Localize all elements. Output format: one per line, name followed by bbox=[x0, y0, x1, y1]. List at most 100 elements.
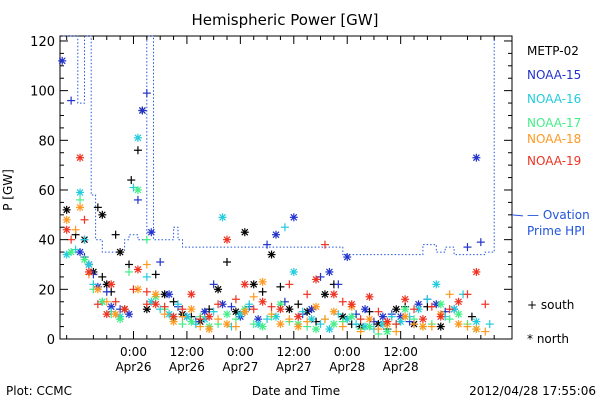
data-point-noaa-17 bbox=[133, 185, 142, 194]
data-point-noaa-18 bbox=[62, 215, 71, 224]
data-point-noaa-18 bbox=[151, 290, 160, 299]
data-point-noaa-19 bbox=[111, 297, 120, 306]
data-point-noaa-18 bbox=[187, 305, 196, 314]
data-point-noaa-16 bbox=[387, 312, 396, 321]
data-point-noaa-19 bbox=[347, 300, 356, 309]
data-point-noaa-19 bbox=[320, 240, 329, 249]
data-point-noaa-18 bbox=[463, 322, 472, 331]
legend-entry-noaa-17: NOAA-17 bbox=[527, 116, 581, 130]
data-point-noaa-19 bbox=[276, 305, 285, 314]
data-point-noaa-19 bbox=[472, 267, 481, 276]
data-point-noaa-19 bbox=[178, 305, 187, 314]
data-point-noaa-18 bbox=[329, 307, 338, 316]
data-point-noaa-16 bbox=[289, 267, 298, 276]
data-point-noaa-17 bbox=[329, 320, 338, 329]
data-point-metp-02 bbox=[240, 228, 249, 237]
data-point-noaa-19 bbox=[196, 315, 205, 324]
data-point-noaa-15 bbox=[67, 96, 76, 105]
data-point-noaa-18 bbox=[294, 322, 303, 331]
x-tick-label-time: 12:00 bbox=[276, 345, 311, 359]
y-axis-label: P [GW] bbox=[1, 169, 15, 211]
data-point-noaa-19 bbox=[107, 280, 116, 289]
data-point-noaa-16 bbox=[218, 213, 227, 222]
data-point-noaa-19 bbox=[133, 265, 142, 274]
data-point-noaa-17 bbox=[98, 297, 107, 306]
data-point-noaa-19 bbox=[80, 215, 89, 224]
data-point-noaa-19 bbox=[481, 300, 490, 309]
data-point-noaa-16 bbox=[76, 188, 85, 197]
data-point-noaa-17 bbox=[67, 248, 76, 257]
data-point-noaa-19 bbox=[142, 300, 151, 309]
data-point-noaa-15 bbox=[463, 243, 472, 252]
data-point-metp-02 bbox=[214, 285, 223, 294]
data-point-metp-02 bbox=[98, 210, 107, 219]
data-point-noaa-18 bbox=[374, 325, 383, 334]
data-point-noaa-15 bbox=[58, 56, 67, 65]
data-point-noaa-18 bbox=[418, 322, 427, 331]
data-point-noaa-18 bbox=[472, 325, 481, 334]
data-point-noaa-19 bbox=[258, 297, 267, 306]
data-point-noaa-18 bbox=[258, 277, 267, 286]
data-point-noaa-16 bbox=[298, 307, 307, 316]
legend-ovation-label-1: — Ovation bbox=[527, 208, 590, 222]
data-point-noaa-17 bbox=[178, 320, 187, 329]
x-tick-label-date: Apr26 bbox=[115, 360, 151, 374]
data-point-noaa-17 bbox=[454, 310, 463, 319]
data-point-noaa-17 bbox=[125, 267, 134, 276]
data-point-noaa-15 bbox=[334, 280, 343, 289]
data-point-noaa-15 bbox=[138, 106, 147, 115]
data-point-noaa-19 bbox=[401, 295, 410, 304]
x-tick-label-date: Apr27 bbox=[276, 360, 312, 374]
data-point-noaa-18 bbox=[93, 285, 102, 294]
data-point-noaa-19 bbox=[338, 297, 347, 306]
data-point-noaa-19 bbox=[187, 290, 196, 299]
data-point-noaa-18 bbox=[71, 225, 80, 234]
legend-entry-noaa-18: NOAA-18 bbox=[527, 132, 581, 146]
data-point-noaa-15 bbox=[147, 228, 156, 237]
data-point-noaa-16 bbox=[307, 315, 316, 324]
data-point-noaa-18 bbox=[445, 290, 454, 299]
data-point-noaa-19 bbox=[169, 312, 178, 321]
y-tick-label: 120 bbox=[30, 35, 55, 50]
x-axis-label: Date and Time bbox=[252, 384, 340, 398]
data-point-noaa-19 bbox=[205, 312, 214, 321]
data-point-metp-02 bbox=[125, 260, 134, 269]
y-tick-label: 20 bbox=[38, 283, 55, 298]
legend-ovation-label-2: Prime HPI bbox=[527, 224, 585, 238]
y-tick-label: 100 bbox=[30, 85, 55, 100]
plot-frame bbox=[59, 35, 513, 340]
data-point-noaa-19 bbox=[427, 302, 436, 311]
data-point-noaa-17 bbox=[436, 300, 445, 309]
data-point-noaa-18 bbox=[160, 310, 169, 319]
y-tick-label: 0 bbox=[47, 333, 55, 348]
data-point-noaa-19 bbox=[142, 287, 151, 296]
data-point-noaa-16 bbox=[142, 272, 151, 281]
data-point-noaa-18 bbox=[267, 310, 276, 319]
data-point-noaa-18 bbox=[356, 327, 365, 336]
data-point-noaa-15 bbox=[142, 89, 151, 98]
data-point-noaa-15 bbox=[76, 248, 85, 257]
data-point-noaa-17 bbox=[76, 195, 85, 204]
data-point-noaa-18 bbox=[401, 312, 410, 321]
data-point-noaa-17 bbox=[249, 320, 258, 329]
data-point-noaa-18 bbox=[303, 317, 312, 326]
data-point-noaa-16 bbox=[423, 295, 432, 304]
data-point-noaa-18 bbox=[231, 322, 240, 331]
data-point-noaa-18 bbox=[178, 312, 187, 321]
data-point-noaa-18 bbox=[410, 320, 419, 329]
data-point-noaa-19 bbox=[267, 302, 276, 311]
data-point-noaa-19 bbox=[356, 315, 365, 324]
data-point-metp-02 bbox=[276, 282, 285, 291]
ovation-hpi-line bbox=[63, 35, 495, 256]
data-point-noaa-18 bbox=[365, 315, 374, 324]
data-point-noaa-18 bbox=[102, 297, 111, 306]
data-point-noaa-19 bbox=[454, 297, 463, 306]
data-point-metp-02 bbox=[62, 205, 71, 214]
data-point-metp-02 bbox=[169, 297, 178, 306]
legend-entry-noaa-16: NOAA-16 bbox=[527, 92, 581, 106]
x-tick-label-date: Apr27 bbox=[222, 360, 258, 374]
data-point-noaa-18 bbox=[222, 320, 231, 329]
data-point-noaa-19 bbox=[62, 225, 71, 234]
data-point-noaa-19 bbox=[365, 292, 374, 301]
